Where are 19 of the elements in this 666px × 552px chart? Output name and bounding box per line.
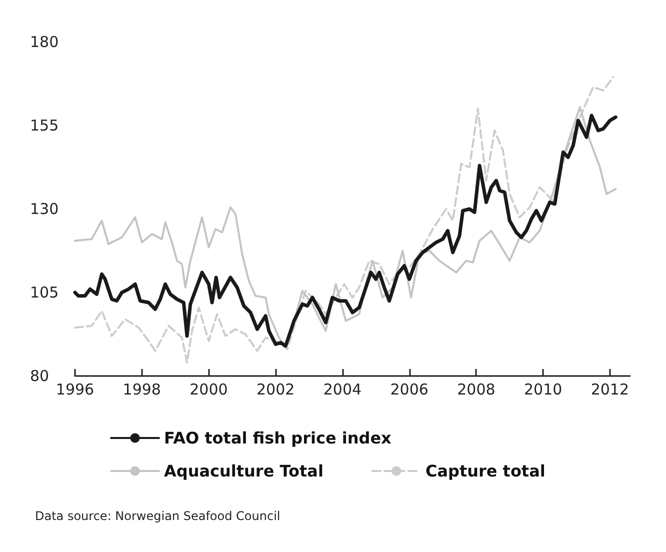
x-tick-label: 2004 (323, 380, 362, 398)
y-tick-label: 130 (30, 200, 59, 218)
y-tick-label: 80 (30, 367, 50, 385)
x-tick-label: 2000 (190, 380, 228, 398)
x-tick-label: 2008 (457, 380, 496, 398)
x-tick-label: 2010 (524, 380, 562, 398)
legend-label: FAO total fish price index (164, 428, 392, 448)
y-tick-label: 105 (30, 284, 59, 302)
y-tick-label: 155 (30, 116, 59, 134)
x-tick-label: 2012 (590, 380, 630, 398)
x-tick-label: 2006 (390, 380, 428, 398)
y-tick-label: 180 (30, 33, 59, 51)
line-series (74, 76, 614, 364)
x-tick-label: 1996 (56, 380, 94, 398)
legend-label: Aquaculture Total (164, 462, 324, 480)
source-note: Data source: Norwegian Seafood Council (35, 509, 280, 523)
x-tick-label: 2002 (256, 380, 295, 398)
legend-label: Capture total (425, 462, 546, 480)
x-tick-label: 1998 (122, 380, 161, 398)
